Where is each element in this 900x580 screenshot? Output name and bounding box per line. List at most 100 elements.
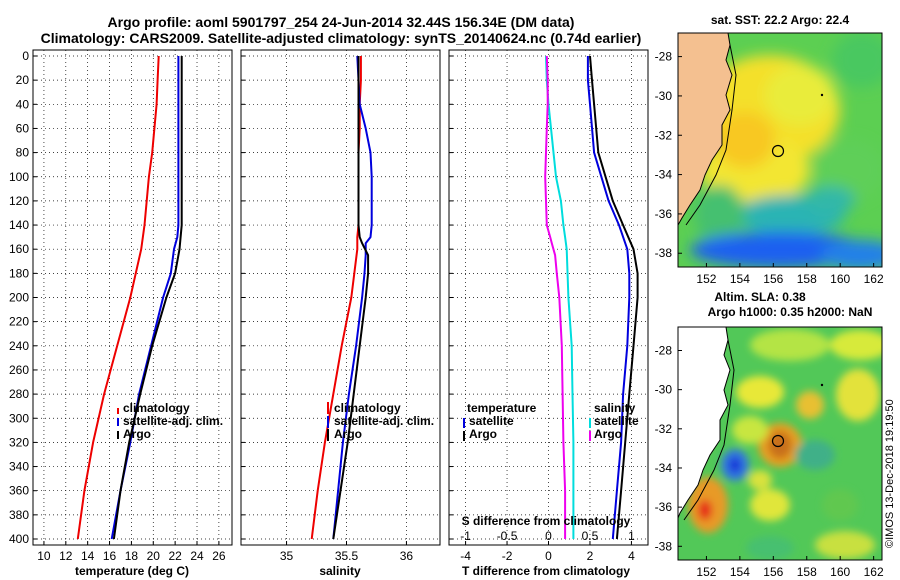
map-ytick-label: -28 [655,50,673,64]
temperature-panel: 10 12 14 16 18 20 22 24 26 0 20 40 60 80 100 120 140 160… [9,49,233,578]
legend-label-t-argo: Argo [469,427,497,441]
temperature-grid [33,50,232,545]
ytick-label: 260 [9,363,29,377]
legend-label-satellite: satellite-adj. clim. [123,414,223,428]
map-xtick-label: 158 [797,565,817,579]
s-xtick-label: 0 [545,529,552,543]
temperature-xticks: 10 12 14 16 18 20 22 24 26 [37,549,226,563]
sst-map-image [678,33,882,267]
xtick-label: 10 [37,549,51,563]
xtick-label: 14 [81,549,95,563]
map-xtick-label: 160 [830,565,850,579]
series-line-s-argo [544,55,567,539]
s-xtick-label: 1 [628,529,635,543]
xtick-label: 16 [103,549,117,563]
series-line-t-satellite [586,56,631,540]
map-xtick-label: 152 [696,272,716,286]
title-line-1: Argo profile: aoml 5901797_254 24-Jun-20… [108,14,575,30]
xtick-label: 35.5 [335,549,359,563]
map-ytick-label: -32 [655,422,673,436]
series-line-argo [332,56,370,540]
map-ytick-label: -32 [655,128,673,142]
sla-map-title-line-1: Altim. SLA: 0.38 [714,290,806,304]
sla-map-panel: Altim. SLA: 0.38 Argo h1000: 0.35 h2000:… [655,290,884,579]
legend-title-temperature: temperature [467,401,537,415]
difference-s-xlabel: S difference from climatology [462,514,631,528]
s-xtick-label: -1 [460,529,471,543]
sla-map-float-marker [771,434,785,448]
ytick-label: 120 [9,194,29,208]
salinity-legend: climatology satellite-adj. clim. Argo [327,401,434,441]
salinity-grid [241,50,440,545]
salinity-lines [310,55,373,540]
xtick-label: 20 [147,549,161,563]
map-ytick-label: -28 [655,343,673,357]
sst-map-float-marker [771,144,785,158]
map-ytick-label: -36 [655,207,673,221]
map-xtick-label: 156 [763,565,783,579]
ytick-label: 220 [9,315,29,329]
ytick-label: 180 [9,266,29,280]
ytick-label: 40 [16,97,30,111]
map-xtick-label: 162 [864,565,884,579]
legend-label-climatology: climatology [123,401,190,415]
xtick-label: 0 [545,549,552,563]
ytick-label: 100 [9,170,29,184]
legend-label-argo: Argo [123,427,151,441]
legend-label-s-argo: Argo [594,427,622,441]
xtick-label: 35 [280,549,294,563]
sla-map-title-line-2: Argo h1000: 0.35 h2000: NaN [708,305,873,319]
map-ytick-label: -34 [655,461,673,475]
map-xtick-label: 152 [696,565,716,579]
map-xtick-label: 158 [797,272,817,286]
xtick-label: 18 [125,549,139,563]
legend-label-s-satellite: satellite [594,414,639,428]
map-ytick-label: -30 [655,89,673,103]
credit-stamp: ©IMOS 13-Dec-2018 19:19:50 [884,399,896,548]
ytick-label: 80 [16,146,30,160]
difference-s-xticks: -1 -0.5 0 0.5 1 [460,529,635,543]
legend-label-climatology: climatology [334,401,401,415]
map-xtick-label: 162 [864,272,884,286]
series-line-t-argo [589,55,639,540]
legend-label-satellite: satellite-adj. clim. [334,414,434,428]
series-line-argo [112,56,183,540]
difference-xlabel: T difference from climatology [462,564,630,578]
temperature-axes-frame [32,49,233,546]
difference-xticks: -4 -2 0 2 4 [460,549,635,563]
temperature-legend: climatology satellite-adj. clim. Argo [117,401,223,441]
map-ytick-label: -38 [655,246,673,260]
map-xtick-label: 154 [730,565,750,579]
sst-map-title: sat. SST: 22.2 Argo: 22.4 [711,13,850,27]
ytick-label: 160 [9,242,29,256]
s-xtick-label: 0.5 [582,529,599,543]
ytick-label: 300 [9,411,29,425]
map-ytick-label: -34 [655,168,673,182]
temperature-lines [76,55,183,540]
legend-label-argo: Argo [334,427,362,441]
series-line-satellite-adj-clim- [332,55,373,540]
ytick-label: 320 [9,435,29,449]
map-xtick-label: 154 [730,272,750,286]
ytick-label: 20 [16,73,30,87]
temperature-xlabel: temperature (deg C) [75,564,189,578]
depth-ticks: 0 20 40 60 80 100 120 140 160 180 200 220 240 260 280 3… [9,49,29,546]
difference-grid [449,50,648,545]
sla-map-ticks: 152 154 156 158 160 162 -28 -30 -32 -34 -36 -38 [655,343,884,579]
ytick-label: 360 [9,484,29,498]
salinity-xticks: 35 35.5 36 [280,549,414,563]
salinity-panel: 35 35.5 36 salinity climatology satellite-… [240,49,441,578]
series-line-climatology [310,56,362,540]
xtick-label: 4 [628,549,635,563]
ytick-label: 0 [22,49,29,63]
salinity-xlabel: salinity [319,564,361,578]
map-ytick-label: -36 [655,500,673,514]
map-xtick-label: 156 [763,272,783,286]
s-xtick-label: -0.5 [497,529,518,543]
ytick-label: 140 [9,218,29,232]
xtick-label: -4 [460,549,471,563]
ytick-label: 280 [9,387,29,401]
xtick-label: -2 [502,549,513,563]
xtick-label: 36 [400,549,414,563]
